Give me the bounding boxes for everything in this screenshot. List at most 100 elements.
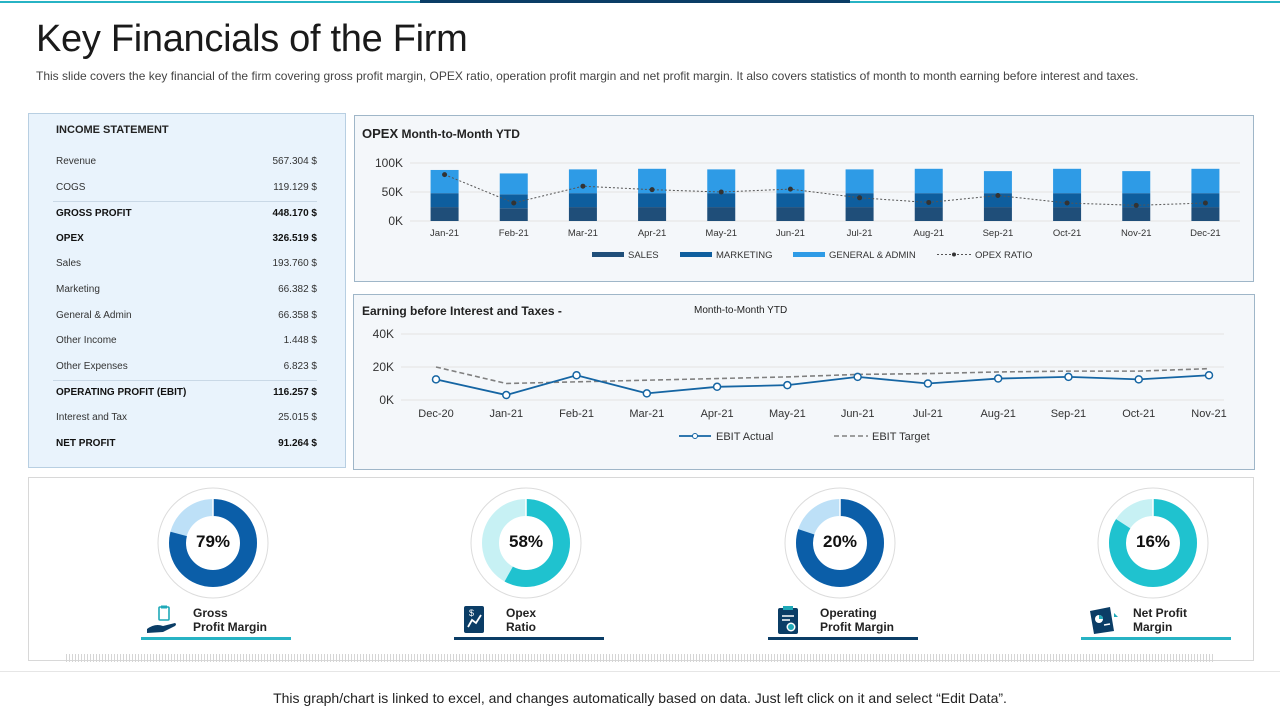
kpi-label: Net Profit Margin [1133,606,1187,634]
opex-bar-segment[interactable] [776,193,805,208]
opex-chart[interactable]: 100K 50K 0K Jan-21 Feb-21 Mar-21 Apr-21 May-21 J… [355,116,1253,281]
opex-bar-segment[interactable] [845,207,874,221]
opex-ratio-point[interactable] [1064,200,1070,206]
ebit-x-tick: May-21 [769,408,806,420]
kpi-2: 58% $ Opex Ratio [384,478,684,660]
opex-bar-segment[interactable] [568,207,597,221]
opex-bar-segment[interactable] [776,169,805,194]
opex-bar-segment[interactable] [1053,168,1082,194]
opex-ratio-point[interactable] [995,192,1001,198]
opex-legend-swatch [592,252,624,257]
opex-ratio-point[interactable] [649,187,655,193]
ebit-actual-point[interactable] [502,390,511,400]
opex-bar-segment[interactable] [1122,171,1151,194]
ebit-actual-point[interactable] [431,375,441,384]
income-row: Interest and Tax 25.015 $ [53,406,317,431]
opex-bar-segment[interactable] [499,173,528,195]
opex-x-tick: Dec-21 [1190,228,1221,239]
ebit-actual-point[interactable] [1064,372,1073,382]
opex-bar-segment[interactable] [776,207,805,221]
income-row-value: 6.823 $ [283,360,317,372]
kpi-donut-outer-ring [1097,487,1209,599]
svg-text:$: $ [469,608,474,618]
ebit-actual-point[interactable] [783,380,792,390]
opex-bar-segment[interactable] [568,169,597,194]
opex-legend-label: GENERAL & ADMIN [829,250,916,261]
ebit-x-tick: Jun-21 [841,408,875,420]
opex-bar-segment[interactable] [1122,193,1151,208]
kpi-donut[interactable] [71,478,371,660]
opex-bar-segment[interactable] [914,207,943,221]
opex-ratio-point[interactable] [926,199,932,205]
ebit-actual-point[interactable] [642,389,652,398]
opex-bar-segment[interactable] [1191,193,1220,208]
ebit-actual-point[interactable] [1204,371,1214,380]
ebit-actual-point[interactable] [1134,375,1143,384]
opex-title-sub: Month-to-Month YTD [401,127,520,141]
kpi-4: 16% Net Profit Margin [1011,478,1280,660]
opex-ratio-point[interactable] [1133,202,1139,208]
kpi-label-line1: Net Profit [1133,606,1187,620]
opex-bar-segment[interactable] [499,208,528,221]
kpi-donut[interactable] [698,478,998,660]
opex-chart-title: OPEX Month-to-Month YTD [362,126,520,141]
ebit-actual-point[interactable] [712,382,722,392]
ebit-chart-subtitle: Month-to-Month YTD [694,305,788,316]
opex-bar-segment[interactable] [1191,207,1220,221]
kpi-3: 20% Operating Profit Margin [698,478,998,660]
opex-ratio-point[interactable] [580,183,586,189]
income-row: OPEX 326.519 $ [53,227,317,252]
kpi-donut[interactable] [1011,478,1280,660]
ebit-y-tick: 0K [379,393,394,407]
opex-bar-segment[interactable] [1122,207,1151,221]
opex-ratio-point[interactable] [1202,200,1208,206]
income-row: Marketing 66.382 $ [53,278,317,303]
ebit-actual-point[interactable] [853,372,862,382]
opex-ratio-point[interactable] [442,172,448,178]
kpi-percent: 16% [1135,532,1171,551]
opex-bar-segment[interactable] [983,171,1012,194]
opex-ratio-point[interactable] [718,189,724,195]
opex-bar-segment[interactable] [430,193,459,208]
opex-bar-segment[interactable] [1053,193,1082,208]
kpi-label-line2: Margin [1133,620,1173,634]
income-row-value: 119.129 $ [273,181,317,193]
opex-bar-segment[interactable] [983,207,1012,221]
opex-bar-segment[interactable] [430,207,459,221]
ebit-chart[interactable]: 40K 20K 0K Dec-20 Jan-21 Feb-21 Mar-21 Apr-21 Ma… [354,295,1254,469]
opex-bar-segment[interactable] [707,207,736,221]
opex-bar-segment[interactable] [430,169,459,194]
kpi-donut-outer-ring [784,487,896,599]
opex-bar-segment[interactable] [845,169,874,194]
presentation-icon [1085,605,1119,635]
income-row-label: Marketing [56,284,100,295]
opex-ratio-point[interactable] [857,195,863,201]
opex-x-tick: Oct-21 [1053,228,1082,239]
opex-chart-panel[interactable]: OPEX Month-to-Month YTD 100K 50K 0K Jan-21 F… [354,115,1254,282]
income-row: OPERATING PROFIT (EBIT) 116.257 $ [53,380,317,406]
opex-bar-segment[interactable] [707,169,736,194]
opex-bar-segment[interactable] [1191,168,1220,194]
opex-bar-segment[interactable] [914,168,943,194]
ebit-actual-line [435,374,1210,396]
kpi-donut-outer-ring [470,487,582,599]
ebit-actual-point[interactable] [923,379,933,388]
opex-bar-segment[interactable] [1053,207,1082,221]
ebit-actual-point[interactable] [572,371,581,380]
opex-bar-segment[interactable] [638,193,667,208]
opex-bar-segment[interactable] [707,193,736,208]
ebit-chart-panel[interactable]: Earning before Interest and Taxes - Mont… [353,294,1255,470]
opex-bar-segment[interactable] [638,207,667,221]
opex-ratio-point[interactable] [511,200,517,206]
kpi-donut[interactable] [384,478,684,660]
ebit-actual-point[interactable] [993,374,1003,383]
opex-ratio-point[interactable] [787,186,793,192]
ebit-target-line [435,366,1210,385]
kpi-label-line2: Profit Margin [193,620,267,634]
kpi-label-line1: Operating [820,606,877,620]
ebit-x-tick: Aug-21 [980,408,1015,420]
income-row-value: 193.760 $ [272,258,318,270]
ebit-x-tick: Dec-20 [418,408,453,420]
opex-bar-segment[interactable] [568,193,597,208]
income-row-value: 326.519 $ [272,232,318,244]
